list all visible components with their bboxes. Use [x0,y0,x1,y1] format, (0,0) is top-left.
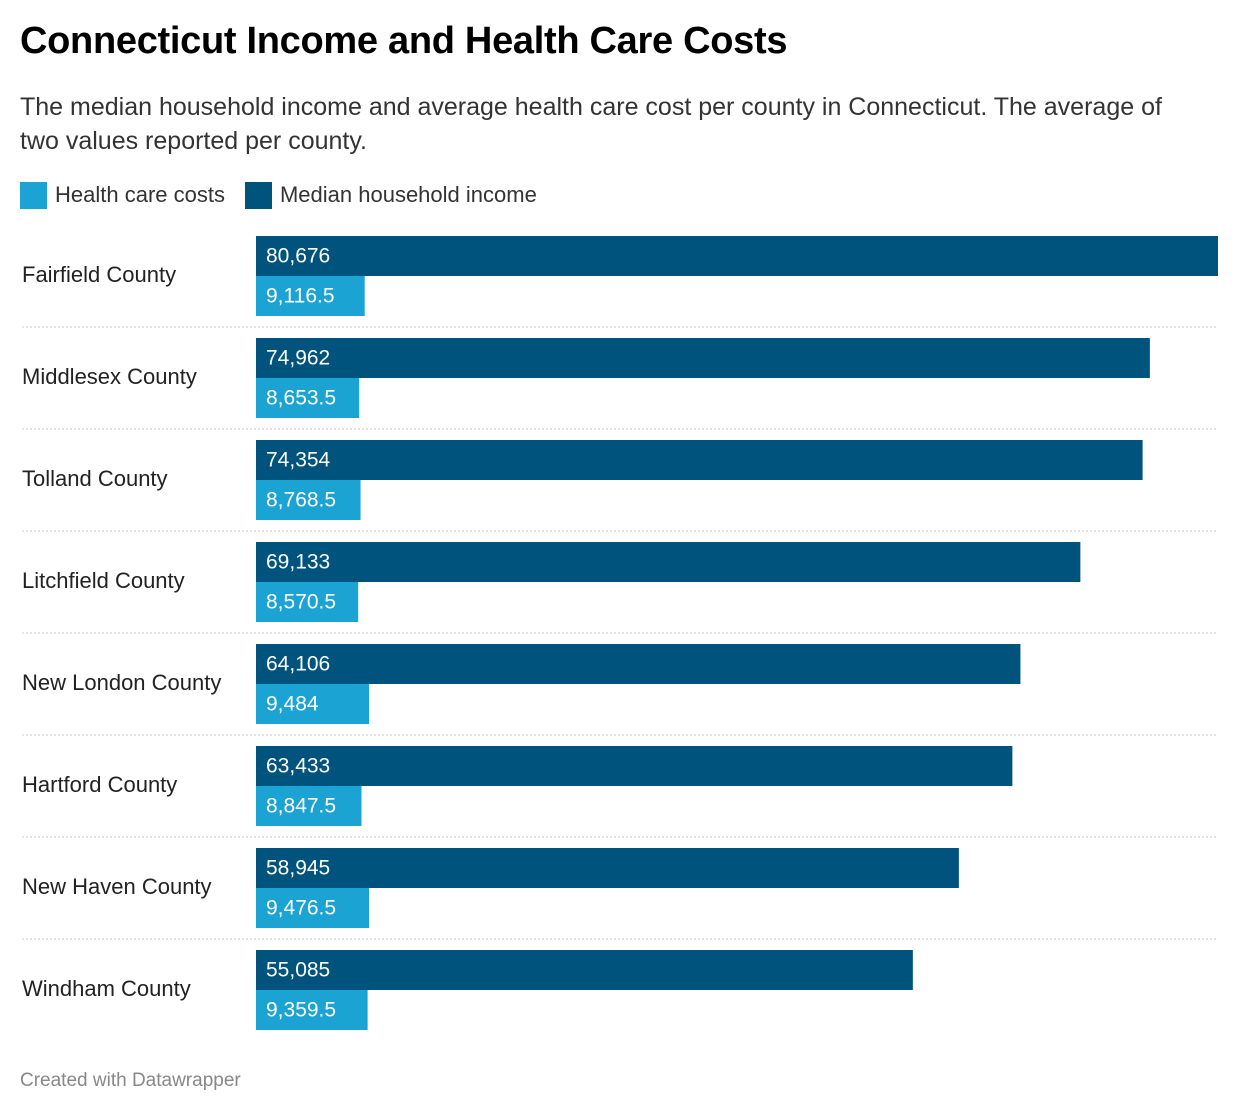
legend-label-health-care-costs: Health care costs [55,182,225,207]
bar-health-fairfield-county [256,276,365,316]
legend-item-health-care-costs: Health care costs [20,181,225,209]
category-label-fairfield-county: Fairfield County [22,262,176,287]
category-label-tolland-county: Tolland County [22,466,168,491]
bar-health-windham-county [256,990,368,1030]
category-label-hartford-county: Hartford County [22,772,177,797]
legend: Health care costs Median household incom… [20,180,557,210]
category-label-litchfield-county: Litchfield County [22,568,185,593]
value-label-health-tolland-county: 8,768.5 [266,489,336,512]
bar-income-middlesex-county [256,338,1150,378]
legend-label-median-household-income: Median household income [279,182,537,207]
category-label-middlesex-county: Middlesex County [22,364,197,389]
value-label-income-windham-county: 55,085 [266,959,330,982]
bar-health-litchfield-county [256,582,359,622]
legend-swatch-median-household-income [244,181,272,209]
category-label-new-london-county: New London County [22,670,221,695]
category-label-new-haven-county: New Haven County [22,874,212,899]
bar-health-middlesex-county [256,378,360,418]
legend-item-median-household-income: Median household income [244,181,537,209]
category-label-windham-county: Windham County [22,976,191,1001]
bar-income-windham-county [256,950,913,990]
bar-income-new-haven-county [256,848,959,888]
value-label-health-fairfield-county: 9,116.5 [266,285,335,308]
value-label-health-hartford-county: 8,847.5 [266,795,336,818]
value-label-income-middlesex-county: 74,962 [266,347,330,370]
bar-income-fairfield-county [256,236,1218,276]
chart-title: Connecticut Income and Health Care Costs [20,20,788,62]
value-label-income-new-london-county: 64,106 [266,653,330,676]
footer-credit: Created with Datawrapper [20,1070,241,1091]
value-label-income-hartford-county: 63,433 [266,755,330,778]
bar-health-tolland-county [256,480,361,520]
value-label-income-tolland-county: 74,354 [266,449,331,472]
bar-health-hartford-county [256,786,362,826]
value-label-health-litchfield-county: 8,570.5 [266,591,336,614]
chart-subtitle: The median household income and average … [20,93,1162,155]
bar-income-tolland-county [256,440,1143,480]
value-label-income-new-haven-county: 58,945 [266,857,330,880]
value-label-health-new-london-county: 9,484 [266,693,319,716]
value-label-health-windham-county: 9,359.5 [266,999,336,1022]
bar-income-litchfield-county [256,542,1081,582]
legend-swatch-health-care-costs [20,181,47,209]
value-label-income-litchfield-county: 69,133 [266,551,330,574]
value-label-health-middlesex-county: 8,653.5 [266,387,336,410]
bar-income-new-london-county [256,644,1021,684]
bar-health-new-haven-county [256,888,370,928]
bar-health-new-london-county [256,684,370,724]
value-label-income-fairfield-county: 80,676 [266,245,330,268]
bar-income-hartford-county [256,746,1013,786]
value-label-health-new-haven-county: 9,476.5 [266,897,336,920]
